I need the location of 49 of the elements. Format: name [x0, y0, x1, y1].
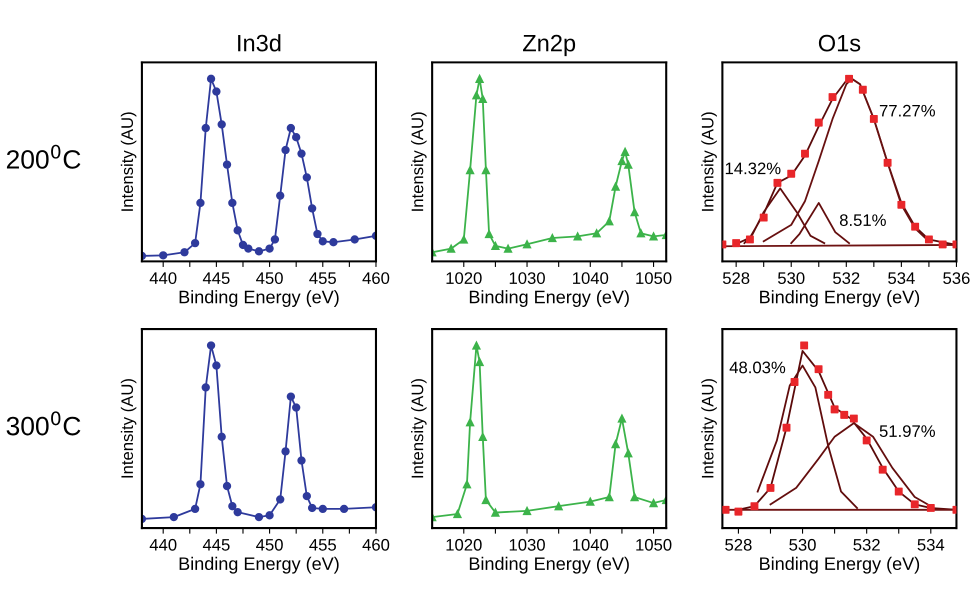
x-tick-label: 1020: [446, 538, 482, 551]
x-tick-label: 455: [309, 539, 336, 551]
x-tick-label: 532: [833, 272, 860, 284]
x-axis-title: Binding Energy (eV): [760, 290, 920, 307]
x-tick-label: 1050: [636, 272, 672, 284]
x-tick-label: 536: [943, 272, 970, 284]
x-tick-label: 1030: [510, 272, 545, 284]
x-axis-title: Binding Energy (eV): [180, 556, 339, 574]
x-tick-label: 534: [918, 538, 944, 551]
annotation: 51.97%: [880, 425, 935, 438]
x-tick-label: 450: [256, 272, 283, 284]
y-axis-title: Intensity (AU): [701, 379, 717, 478]
chart-title: Zn2p: [523, 34, 576, 56]
x-tick-label: 534: [888, 272, 915, 284]
text: 300$^{0}$C: [6, 411, 80, 436]
x-axis-title: Binding Energy (eV): [470, 556, 629, 574]
y-axis-title: Intensity (AU): [120, 379, 136, 478]
x-tick-label: 532: [853, 538, 880, 551]
x-axis-title: Binding Energy (eV): [470, 290, 629, 307]
x-tick-label: 440: [150, 538, 176, 551]
y-axis-title: Intensity (AU): [411, 379, 427, 478]
x-tick-label: 1020: [446, 272, 482, 284]
x-tick-label: 450: [256, 538, 283, 551]
annotation: 14.32%: [726, 162, 780, 174]
annotation: 8.51%: [840, 214, 886, 226]
y-axis-title: Intensity (AU): [120, 112, 136, 211]
annotation: 77.27%: [880, 104, 935, 117]
x-tick-label: 528: [722, 272, 750, 284]
y-axis-title: Intensity (AU): [411, 112, 427, 211]
x-tick-label: 1040: [573, 272, 608, 284]
x-tick-label: 460: [362, 272, 390, 284]
x-tick-label: 530: [778, 272, 804, 284]
x-tick-label: 528: [725, 538, 752, 551]
x-tick-label: 1050: [636, 538, 672, 551]
y-axis-title: Intensity (AU): [701, 112, 717, 211]
x-tick-label: 1040: [573, 538, 608, 551]
x-axis-title: Binding Energy (eV): [180, 290, 339, 307]
chart-title: In3d: [238, 34, 280, 52]
x-tick-label: 445: [202, 272, 230, 284]
annotation: 48.03%: [730, 362, 786, 374]
x-tick-label: 460: [362, 538, 390, 551]
x-tick-label: 445: [202, 539, 230, 551]
x-tick-label: 530: [789, 538, 816, 551]
x-axis-title: Binding Energy (eV): [760, 556, 920, 574]
x-tick-label: 440: [150, 272, 176, 284]
text: 200$^{0}$C: [6, 144, 80, 169]
x-tick-label: 455: [309, 272, 336, 284]
chart-title: O1s: [818, 34, 860, 52]
x-tick-label: 1030: [510, 538, 545, 551]
